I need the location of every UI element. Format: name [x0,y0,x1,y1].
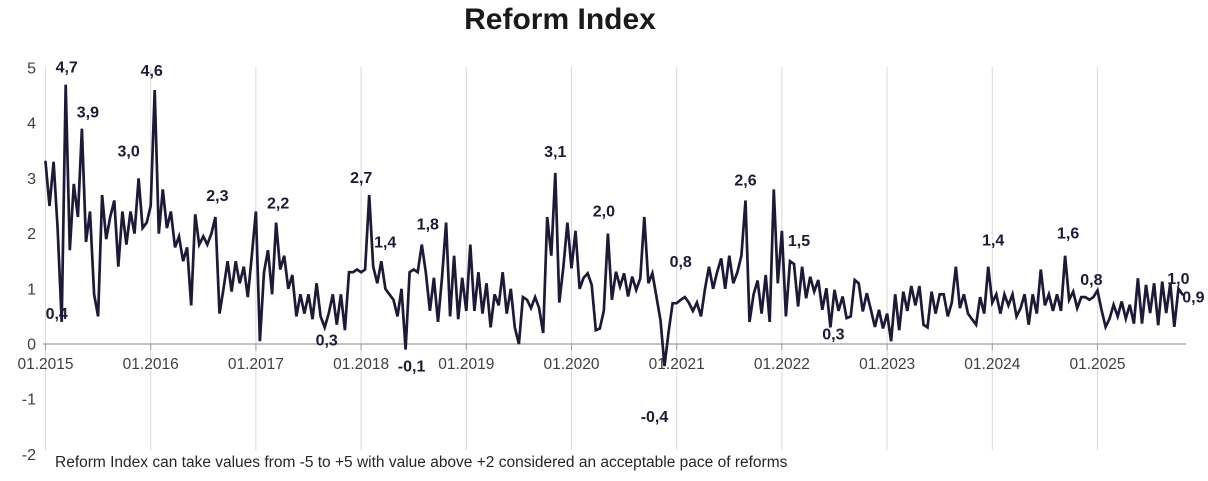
y-tick-3: 3 [27,171,36,188]
point-label-1,4: 1,4 [982,233,1004,250]
zero-axis [43,343,1186,350]
point-label-0,9: 0,9 [1182,289,1204,306]
y-tick-0: 0 [27,337,36,354]
y-tick--2: -2 [22,447,36,464]
x-axis-tick-labels: 01.2015 01.2016 01.2017 01.2018 01.2019 01.20… [17,356,1125,373]
reform-index-line [44,84,1184,367]
data-point-labels: 0,4 4,7 3,9 3,0 4,6 2,3 2,2 0,3 2,7 1,4 -0,1 1,8 3,1… [46,60,1205,427]
point-label-1,6: 1,6 [1057,226,1079,243]
point-label-2,7: 2,7 [350,170,372,187]
y-tick--1: -1 [22,392,36,409]
point-label-2,2: 2,2 [267,196,289,213]
chart-title: Reform Index [464,3,656,36]
y-tick-5: 5 [27,61,36,78]
point-label-1,5: 1,5 [788,233,810,250]
x-tick-01.2016: 01.2016 [123,356,179,373]
x-tick-01.2015: 01.2015 [17,356,73,373]
x-tick-01.2025: 01.2025 [1069,356,1125,373]
footnote: Reform Index can take values from -5 to … [55,454,788,471]
y-tick-1: 1 [27,281,36,298]
y-tick-4: 4 [27,116,36,133]
point-label--0,1: -0,1 [398,359,426,376]
x-tick-01.2020: 01.2020 [543,356,599,373]
point-label-4,7: 4,7 [56,60,78,77]
point-label-0,3: 0,3 [822,326,844,343]
point-label-1,4: 1,4 [374,235,396,252]
x-tick-01.2018: 01.2018 [333,356,389,373]
reform-index-series [44,84,1184,367]
point-label-3,0: 3,0 [117,143,139,160]
x-tick-01.2021: 01.2021 [649,356,705,373]
x-tick-01.2022: 01.2022 [754,356,810,373]
point-label-3,9: 3,9 [77,105,99,122]
point-label-3,1: 3,1 [544,144,566,161]
x-tick-01.2024: 01.2024 [964,356,1020,373]
point-label-2,0: 2,0 [593,204,615,221]
point-label-4,6: 4,6 [141,63,163,80]
point-label--0,4: -0,4 [641,409,669,426]
x-tick-01.2019: 01.2019 [438,356,494,373]
point-label-0,8: 0,8 [670,254,692,271]
point-label-2,3: 2,3 [206,188,228,205]
x-tick-01.2023: 01.2023 [859,356,915,373]
y-tick-2: 2 [27,226,36,243]
point-label-1,8: 1,8 [417,217,439,234]
x-tick-01.2017: 01.2017 [228,356,284,373]
point-label-1,0: 1,0 [1167,271,1189,288]
point-label-0,8: 0,8 [1080,272,1102,289]
y-axis-tick-labels: 5 4 3 2 1 0 -1 -2 [22,61,36,464]
point-label-2,6: 2,6 [734,173,756,190]
point-label-0,3: 0,3 [316,332,338,349]
point-label-0,4: 0,4 [46,306,68,323]
